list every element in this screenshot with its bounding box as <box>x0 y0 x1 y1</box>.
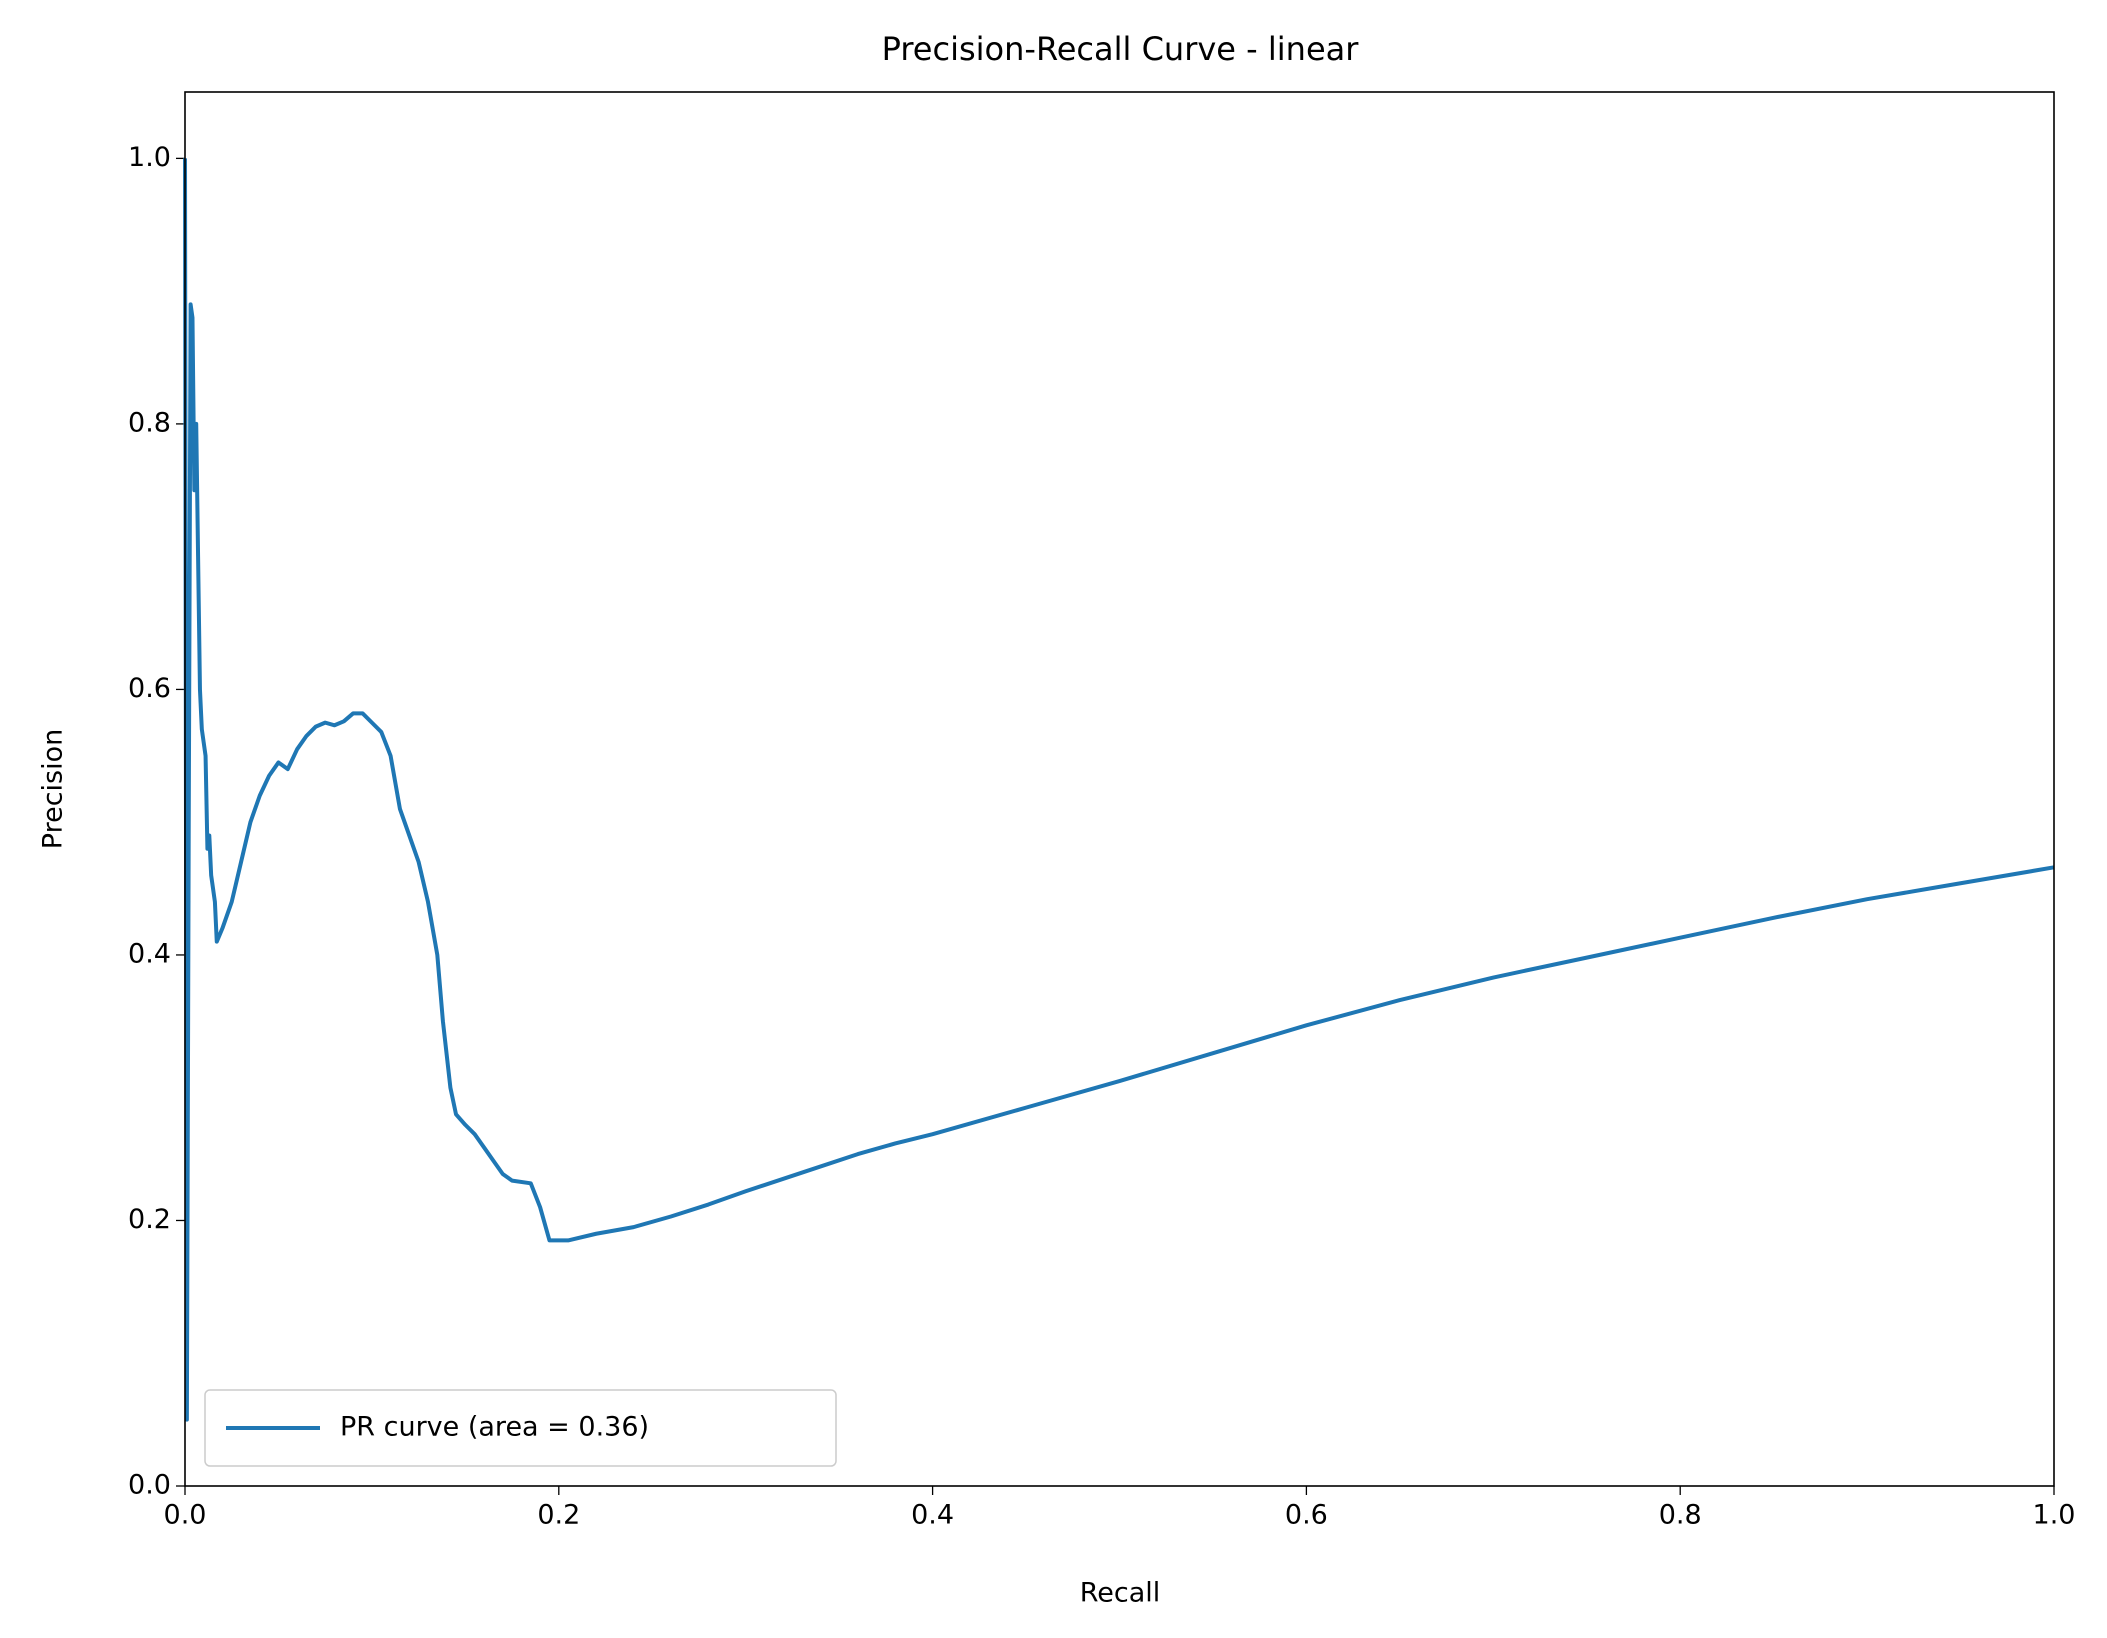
chart-title: Precision-Recall Curve - linear <box>882 30 1360 68</box>
legend-label: PR curve (area = 0.36) <box>340 1412 649 1443</box>
legend-box <box>204 1389 837 1467</box>
y-tick-label: 0.6 <box>128 673 171 704</box>
x-tick-label: 0.2 <box>537 1500 580 1531</box>
y-tick-label: 0.8 <box>128 407 171 438</box>
y-tick-label: 1.0 <box>128 142 171 173</box>
plot-frame <box>184 91 2055 1487</box>
x-tick-label: 0.4 <box>911 1500 954 1531</box>
x-tick-label: 0.8 <box>1659 1500 1702 1531</box>
x-tick-label: 1.0 <box>2033 1500 2076 1531</box>
y-tick-label: 0.2 <box>128 1204 171 1235</box>
y-tick-label: 0.4 <box>128 938 171 969</box>
x-tick-label: 0.6 <box>1285 1500 1328 1531</box>
x-tick-label: 0.0 <box>164 1500 207 1531</box>
y-axis-label: Precision <box>38 729 69 849</box>
x-axis-label: Recall <box>1080 1578 1161 1609</box>
pr-curve <box>183 158 2055 1422</box>
y-tick-label: 0.0 <box>128 1470 171 1501</box>
